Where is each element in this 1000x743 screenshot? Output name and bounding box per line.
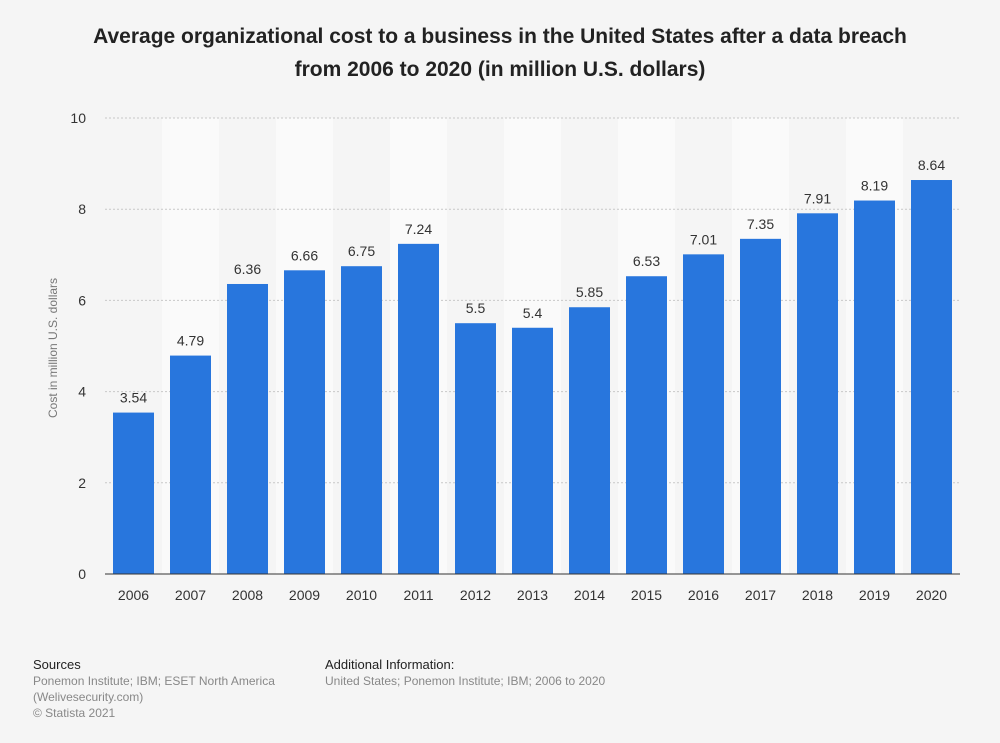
x-tick-label: 2018 [802,587,833,603]
bar [626,276,667,574]
bar-chart: 0 2 4 6 8 10 3.54 2006 4.79 2007 6.36 2008 6.66 2009 6… [46,110,960,603]
data-label: 6.36 [234,261,261,277]
bar [341,266,382,574]
x-tick-label: 2011 [403,587,433,603]
x-tick-label: 2014 [574,587,605,603]
data-label: 8.64 [918,157,945,173]
bar [569,307,610,574]
bar [854,200,895,574]
bar [911,180,952,575]
data-label: 3.54 [120,390,147,406]
data-label: 6.66 [291,247,318,263]
additional-info-heading: Additional Information: [325,657,455,672]
x-tick-label: 2009 [289,587,320,603]
bar [113,412,154,574]
data-label: 7.24 [405,221,432,237]
x-tick-label: 2010 [346,587,377,603]
x-tick-label: 2017 [745,587,776,603]
y-tick-label: 10 [70,110,86,126]
x-tick-label: 2016 [688,587,719,603]
sources-heading: Sources [33,657,81,672]
data-label: 7.35 [747,216,774,232]
x-tick-label: 2013 [517,587,548,603]
chart-title-line-1: Average organizational cost to a busines… [93,25,907,48]
y-tick-label: 6 [78,292,86,308]
data-label: 5.85 [576,284,603,300]
bar [284,270,325,574]
chart-title: Average organizational cost to a busines… [40,20,960,86]
x-tick-label: 2020 [916,587,947,603]
x-tick-label: 2008 [232,587,263,603]
bar [797,213,838,574]
y-tick-label: 0 [78,566,86,582]
bar [740,238,781,574]
additional-info-text: United States; Ponemon Institute; IBM; 2… [325,674,606,688]
data-label: 7.01 [690,231,717,247]
sources-line-1: Ponemon Institute; IBM; ESET North Ameri… [33,674,275,688]
copyright-line: © Statista 2021 [33,706,116,720]
x-tick-label: 2007 [175,587,206,603]
data-label: 4.79 [177,333,204,349]
bar [455,323,496,574]
y-axis-label: Cost in million U.S. dollars [46,278,60,418]
sources-line-2: (Welivesecurity.com) [33,690,144,704]
data-label: 6.53 [633,253,660,269]
data-label: 8.19 [861,178,888,194]
data-label: 7.91 [804,190,831,206]
sources-block: Sources Ponemon Institute; IBM; ESET Nor… [33,657,303,721]
x-tick-label: 2006 [118,587,149,603]
x-tick-label: 2015 [631,587,662,603]
bar [683,254,724,574]
y-tick-label: 8 [78,201,86,217]
y-tick-label: 2 [78,475,86,491]
bar [227,283,268,574]
bar [512,327,553,574]
data-label: 6.75 [348,243,375,259]
y-tick-label: 4 [78,384,86,400]
data-label: 5.4 [523,305,543,321]
bar [170,355,211,574]
x-tick-label: 2012 [460,587,491,603]
additional-info-block: Additional Information: United States; P… [325,657,725,689]
bar [398,243,439,574]
x-tick-label: 2019 [859,587,890,603]
chart-title-line-2: from 2006 to 2020 (in million U.S. dolla… [294,58,706,81]
data-label: 5.5 [466,300,486,316]
